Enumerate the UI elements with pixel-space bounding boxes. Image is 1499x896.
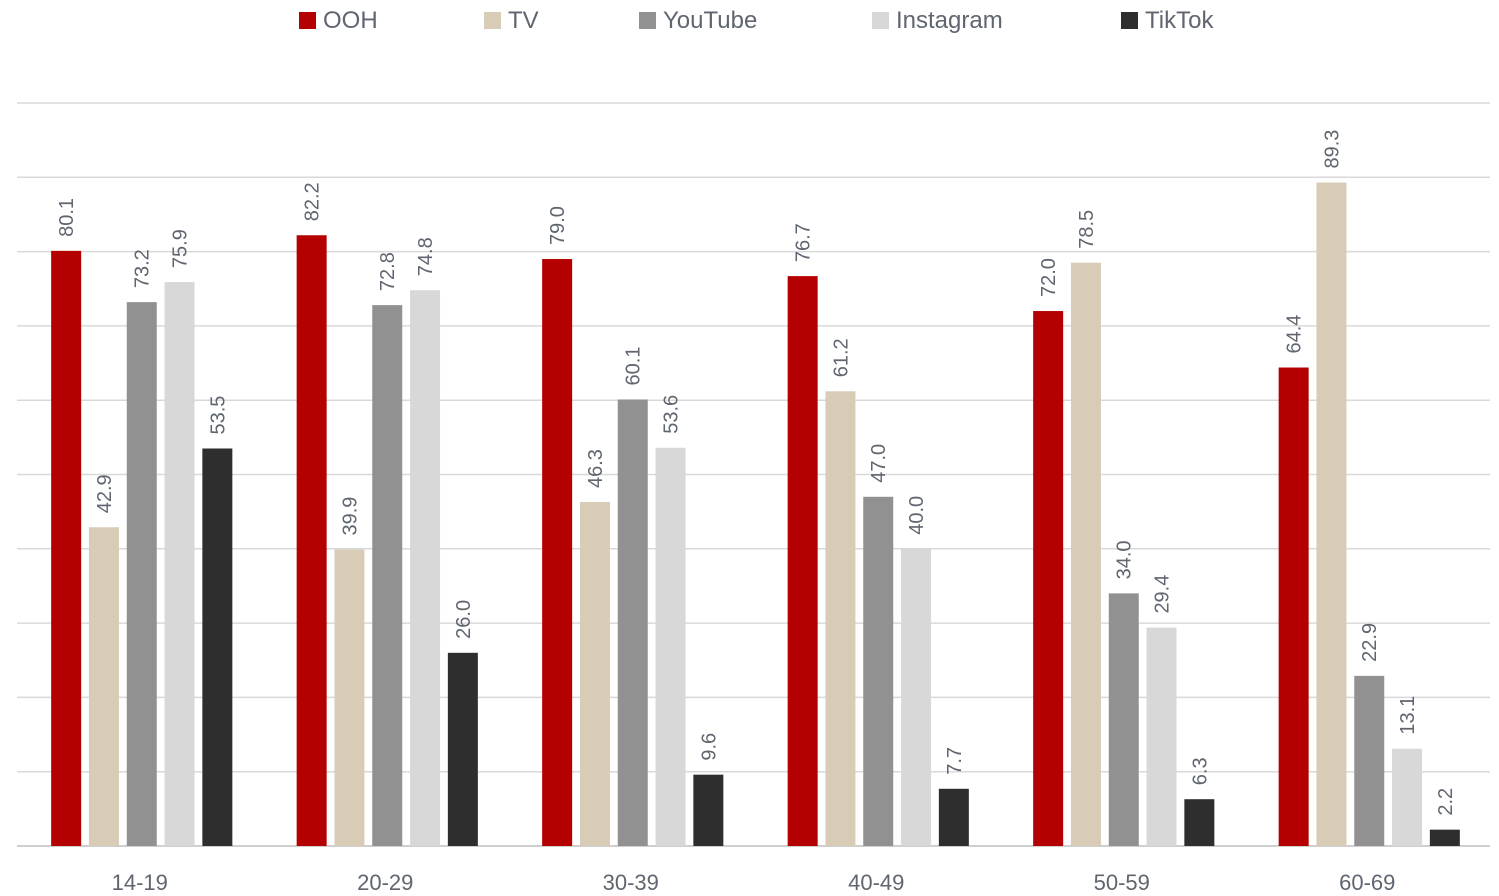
data-label: 26.0 (453, 600, 475, 639)
bar-instagram-40-49 (901, 548, 932, 846)
bar-tv-40-49 (825, 391, 856, 846)
data-label: 89.3 (1321, 130, 1343, 169)
x-axis-tick-labels: 14-19 20-29 30-39 40-49 50-59 60-69 (112, 870, 1396, 895)
legend-swatch-tv (484, 12, 501, 29)
bars (51, 182, 1460, 847)
bar-youtube-30-39 (617, 399, 648, 846)
data-labels: 80.1 42.9 73.2 75.9 53.5 82.2 39.9 72.8 74.8 26.0… (56, 130, 1457, 816)
bar-tiktok-20-29 (447, 652, 478, 846)
bar-youtube-50-59 (1108, 593, 1139, 846)
data-label: 61.2 (830, 338, 852, 377)
data-label: 78.5 (1076, 210, 1098, 249)
data-label: 72.0 (1038, 258, 1060, 297)
bar-youtube-14-19 (126, 302, 157, 846)
legend: OOH TV YouTube Instagram TikTok (299, 7, 1214, 34)
data-label: 64.4 (1284, 315, 1306, 354)
data-label: 53.5 (207, 396, 229, 435)
data-label: 9.6 (698, 733, 720, 761)
x-tick-label: 14-19 (112, 870, 168, 895)
data-label: 42.9 (94, 474, 116, 513)
data-label: 72.8 (377, 252, 399, 291)
x-tick-label: 50-59 (1094, 870, 1150, 895)
bar-tiktok-30-39 (693, 774, 724, 846)
bar-tv-50-59 (1070, 262, 1101, 846)
data-label: 29.4 (1152, 575, 1174, 614)
data-label: 73.2 (132, 249, 154, 288)
legend-label-ooh: OOH (323, 7, 378, 34)
bar-youtube-20-29 (372, 305, 403, 846)
data-label: 13.1 (1397, 696, 1419, 735)
x-tick-label: 20-29 (357, 870, 413, 895)
bar-ooh-14-19 (51, 250, 82, 846)
data-label: 34.0 (1114, 540, 1136, 579)
data-label: 60.1 (623, 347, 645, 386)
bar-tv-20-29 (334, 549, 365, 846)
bar-instagram-20-29 (410, 290, 441, 847)
data-label: 75.9 (170, 229, 192, 268)
bar-tiktok-14-19 (202, 448, 233, 846)
data-label: 79.0 (547, 206, 569, 245)
legend-label-tiktok: TikTok (1145, 7, 1214, 34)
bar-instagram-60-69 (1392, 748, 1423, 846)
bar-instagram-30-39 (655, 447, 686, 846)
bar-instagram-50-59 (1146, 627, 1177, 846)
bar-tv-60-69 (1316, 182, 1347, 847)
bar-tiktok-50-59 (1184, 799, 1215, 846)
data-label: 82.2 (302, 182, 324, 221)
data-label: 2.2 (1435, 788, 1457, 816)
gridlines (17, 102, 1490, 847)
bar-ooh-40-49 (787, 276, 818, 846)
bar-ooh-50-59 (1033, 311, 1064, 846)
data-label: 76.7 (793, 223, 815, 262)
bar-youtube-40-49 (863, 496, 894, 846)
legend-label-instagram: Instagram (896, 7, 1003, 34)
legend-label-tv: TV (508, 7, 539, 34)
data-label: 74.8 (415, 237, 437, 276)
bar-ooh-30-39 (542, 259, 573, 846)
bar-tiktok-40-49 (938, 788, 969, 846)
bar-ooh-20-29 (296, 235, 327, 846)
bar-ooh-60-69 (1278, 367, 1309, 846)
legend-swatch-youtube (639, 12, 656, 29)
data-label: 7.7 (944, 747, 966, 775)
data-label: 80.1 (56, 198, 78, 237)
data-label: 47.0 (868, 444, 890, 483)
legend-swatch-instagram (872, 12, 889, 29)
x-tick-label: 40-49 (848, 870, 904, 895)
bar-youtube-60-69 (1354, 675, 1385, 846)
legend-label-youtube: YouTube (663, 7, 757, 34)
data-label: 39.9 (339, 497, 361, 536)
x-tick-label: 60-69 (1339, 870, 1395, 895)
bar-tv-30-39 (579, 501, 610, 846)
data-label: 40.0 (906, 496, 928, 535)
bar-tv-14-19 (88, 527, 119, 846)
legend-swatch-ooh (299, 12, 316, 29)
data-label: 46.3 (585, 449, 607, 488)
bar-instagram-14-19 (164, 282, 195, 846)
data-label: 53.6 (661, 395, 683, 434)
legend-swatch-tiktok (1121, 12, 1138, 29)
bar-tiktok-60-69 (1429, 829, 1460, 846)
x-tick-label: 30-39 (603, 870, 659, 895)
data-label: 22.9 (1359, 623, 1381, 662)
data-label: 6.3 (1189, 757, 1211, 785)
